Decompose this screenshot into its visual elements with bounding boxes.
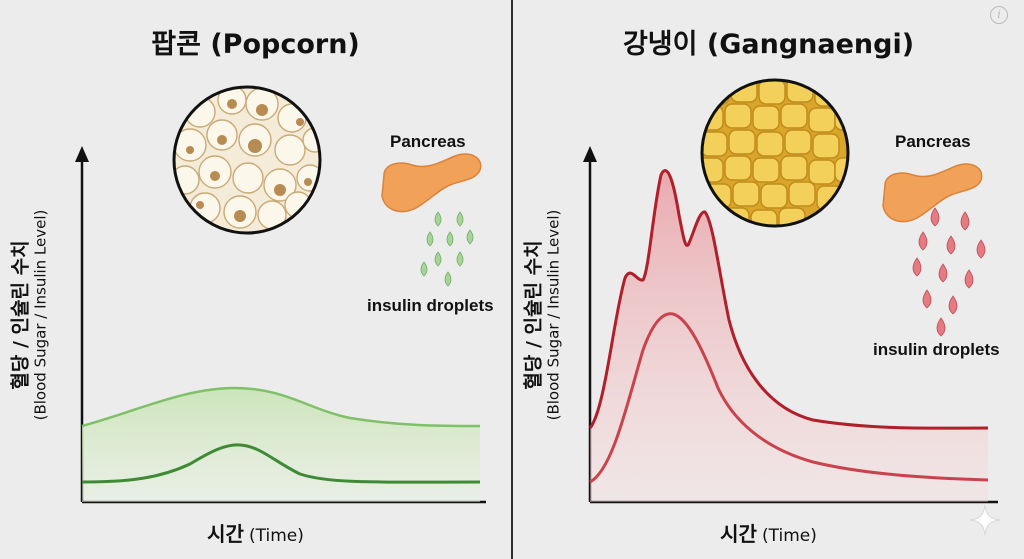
popcorn-y-axis-label-main: 혈당 / 인슐린 수치 — [9, 240, 32, 390]
popcorn-blood-sugar-curve — [81, 386, 481, 428]
gangnaengi-diagram — [583, 78, 998, 504]
gangnaengi-droplets-label: insulin droplets — [873, 340, 1000, 359]
gangnaengi-y-axis-label-main: 혈당 / 인슐린 수치 — [522, 240, 545, 390]
gangnaengi-blood-sugar-curve — [588, 169, 989, 430]
insulin-droplets-icon — [912, 207, 986, 337]
pancreas-icon — [882, 163, 983, 223]
popcorn-y-axis-label: 혈당 / 인슐린 수치 (Blood Sugar / Insulin Level… — [9, 209, 50, 421]
gangnaengi-x-axis-label-sub: (Time) — [762, 526, 817, 546]
pancreas-icon — [381, 153, 482, 213]
popcorn-pancreas-label: Pancreas — [390, 132, 466, 151]
gangnaengi-title: 강냉이 (Gangnaengi) — [622, 29, 915, 60]
gangnaengi-y-axis-label-sub: (Blood Sugar / Insulin Level) — [544, 209, 563, 421]
popcorn-diagram — [75, 85, 486, 504]
gangnaengi-insulin-curve — [589, 312, 989, 484]
popcorn-droplets-label: insulin droplets — [367, 296, 494, 315]
gangnaengi-x-axis-label-main: 시간 — [720, 522, 757, 546]
popcorn-insulin-curve — [81, 443, 481, 484]
popcorn-title: 팝콘 (Popcorn) — [151, 29, 360, 60]
sparkle-icon — [969, 504, 1001, 536]
popcorn-x-axis-label: 시간 (Time) — [0, 518, 511, 547]
gangnaengi-x-axis-label: 시간 (Time) — [513, 518, 1024, 547]
gangnaengi-y-axis-label: 혈당 / 인슐린 수치 (Blood Sugar / Insulin Level… — [522, 209, 563, 421]
insulin-droplets-icon — [420, 211, 474, 287]
gangnaengi-pancreas-label: Pancreas — [895, 132, 971, 151]
popcorn-x-axis-label-main: 시간 — [207, 522, 244, 546]
popcorn-x-axis-label-sub: (Time) — [249, 526, 304, 546]
panel-divider — [511, 0, 513, 559]
gangnaengi-blood-sugar-area — [590, 170, 988, 502]
popcorn-y-axis-label-sub: (Blood Sugar / Insulin Level) — [31, 209, 50, 421]
corn-kernels-image-icon — [700, 78, 850, 228]
popcorn-panel: 팝콘 (Popcorn) — [0, 0, 511, 559]
gangnaengi-panel: 강냉이 (Gangnaengi) — [513, 0, 1024, 559]
info-icon[interactable]: i — [990, 6, 1008, 24]
popcorn-image-icon — [172, 85, 322, 235]
popcorn-blood-sugar-area — [82, 388, 480, 502]
